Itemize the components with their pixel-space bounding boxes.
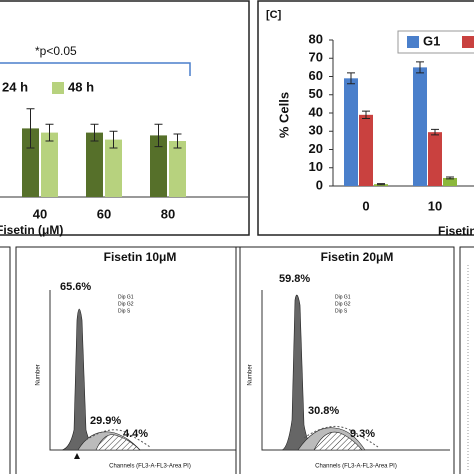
data-label: 59.8% xyxy=(279,273,310,285)
x-tick-label: 60 xyxy=(97,206,111,221)
y-tick-label: 60 xyxy=(309,68,323,83)
panel-label: [C] xyxy=(266,9,282,21)
panel-frame xyxy=(257,0,474,236)
g2-peak xyxy=(313,431,363,451)
panel-frame xyxy=(15,246,241,474)
axes xyxy=(49,290,236,451)
x-tick-label: 10 xyxy=(428,198,442,213)
fit-line xyxy=(85,429,151,448)
bar xyxy=(359,114,373,186)
significance-bracket xyxy=(0,62,191,76)
x-tick-label: 80 xyxy=(161,206,175,221)
x-axis-label: Channels (FL3-A-FL3-Area PI) xyxy=(315,464,397,470)
panel-title: Fisetin 10μM xyxy=(104,250,177,264)
error-bar xyxy=(377,183,385,186)
error-bar xyxy=(154,123,163,148)
data-label: 4.4% xyxy=(123,428,148,440)
y-tick-label: 0 xyxy=(316,177,323,192)
legend-swatch xyxy=(52,82,64,94)
error-bar xyxy=(26,108,35,149)
panel-frame xyxy=(0,0,250,236)
x-axis-label: Fisetin xyxy=(438,224,474,238)
y-axis-label: Number xyxy=(248,364,254,385)
y-axis-label: % Cells xyxy=(276,92,291,138)
legend-label: Dip S xyxy=(335,308,348,314)
legend-label: G1 xyxy=(423,33,440,48)
panel-frame xyxy=(235,246,455,474)
error-bar xyxy=(347,72,355,85)
axes xyxy=(261,290,450,451)
legend-label: Dip G1 xyxy=(335,294,351,300)
legend-swatch xyxy=(462,36,474,48)
g1-peak xyxy=(281,294,315,451)
y-tick-label: 30 xyxy=(309,123,323,138)
legend-label: 24 h xyxy=(2,79,28,94)
y-tick-label: 20 xyxy=(309,141,323,156)
legend-swatch xyxy=(407,36,419,48)
bar xyxy=(344,78,358,186)
marker xyxy=(74,453,80,459)
y-tick-label: 10 xyxy=(309,159,323,174)
bar xyxy=(105,139,122,197)
annotation: *p<0.05 xyxy=(35,44,77,58)
y-tick-label: 80 xyxy=(309,31,323,46)
bar xyxy=(22,128,39,197)
bar xyxy=(428,132,442,186)
error-bar xyxy=(173,133,182,149)
data-label: 65.6% xyxy=(60,281,91,293)
legend-label: Dip G2 xyxy=(118,301,134,307)
g1-peak xyxy=(61,308,97,451)
legend-label: Dip S xyxy=(118,308,131,314)
legend-label: Dip G1 xyxy=(118,294,134,300)
error-bar xyxy=(45,123,54,142)
error-bar xyxy=(109,130,118,149)
data-label: 30.8% xyxy=(308,405,339,417)
fit-line xyxy=(303,425,379,448)
data-label: 29.9% xyxy=(90,415,121,427)
y-axis-label: Number xyxy=(36,364,42,385)
bar xyxy=(41,132,58,197)
bar xyxy=(443,177,457,186)
error-bar xyxy=(431,128,439,136)
x-axis-label: Channels (FL3-A-FL3-Area PI) xyxy=(109,464,191,470)
error-bar xyxy=(446,176,454,180)
x-tick-label: 40 xyxy=(33,206,47,221)
y-tick-label: 50 xyxy=(309,86,323,101)
histogram-panel: Fisetin 10μM 65.6% 29.9% 4.4% Dip G1 Dip… xyxy=(36,250,236,470)
panel-frame xyxy=(459,246,474,474)
error-bar xyxy=(362,110,370,119)
bar xyxy=(86,132,103,197)
x-axis-label: Fisetin (μM) xyxy=(0,223,63,237)
legend-label: 48 h xyxy=(68,79,94,94)
error-bar xyxy=(90,123,99,142)
g2-peak xyxy=(95,434,141,451)
error-bar xyxy=(416,61,424,74)
panel-frame xyxy=(0,246,11,474)
data-label: 9.3% xyxy=(350,428,375,440)
legend-label: Dip G2 xyxy=(335,301,351,307)
panel-title: Fisetin 20μM xyxy=(321,250,394,264)
bar xyxy=(413,67,427,186)
x-tick-label: 0 xyxy=(362,198,369,213)
bar xyxy=(150,135,167,197)
y-tick-label: 40 xyxy=(309,104,323,119)
y-tick-label: 70 xyxy=(309,50,323,65)
bar xyxy=(169,141,186,197)
histogram-panel: Fisetin 20μM 59.8% 30.8% 9.3% Dip G1 Dip… xyxy=(248,250,450,470)
